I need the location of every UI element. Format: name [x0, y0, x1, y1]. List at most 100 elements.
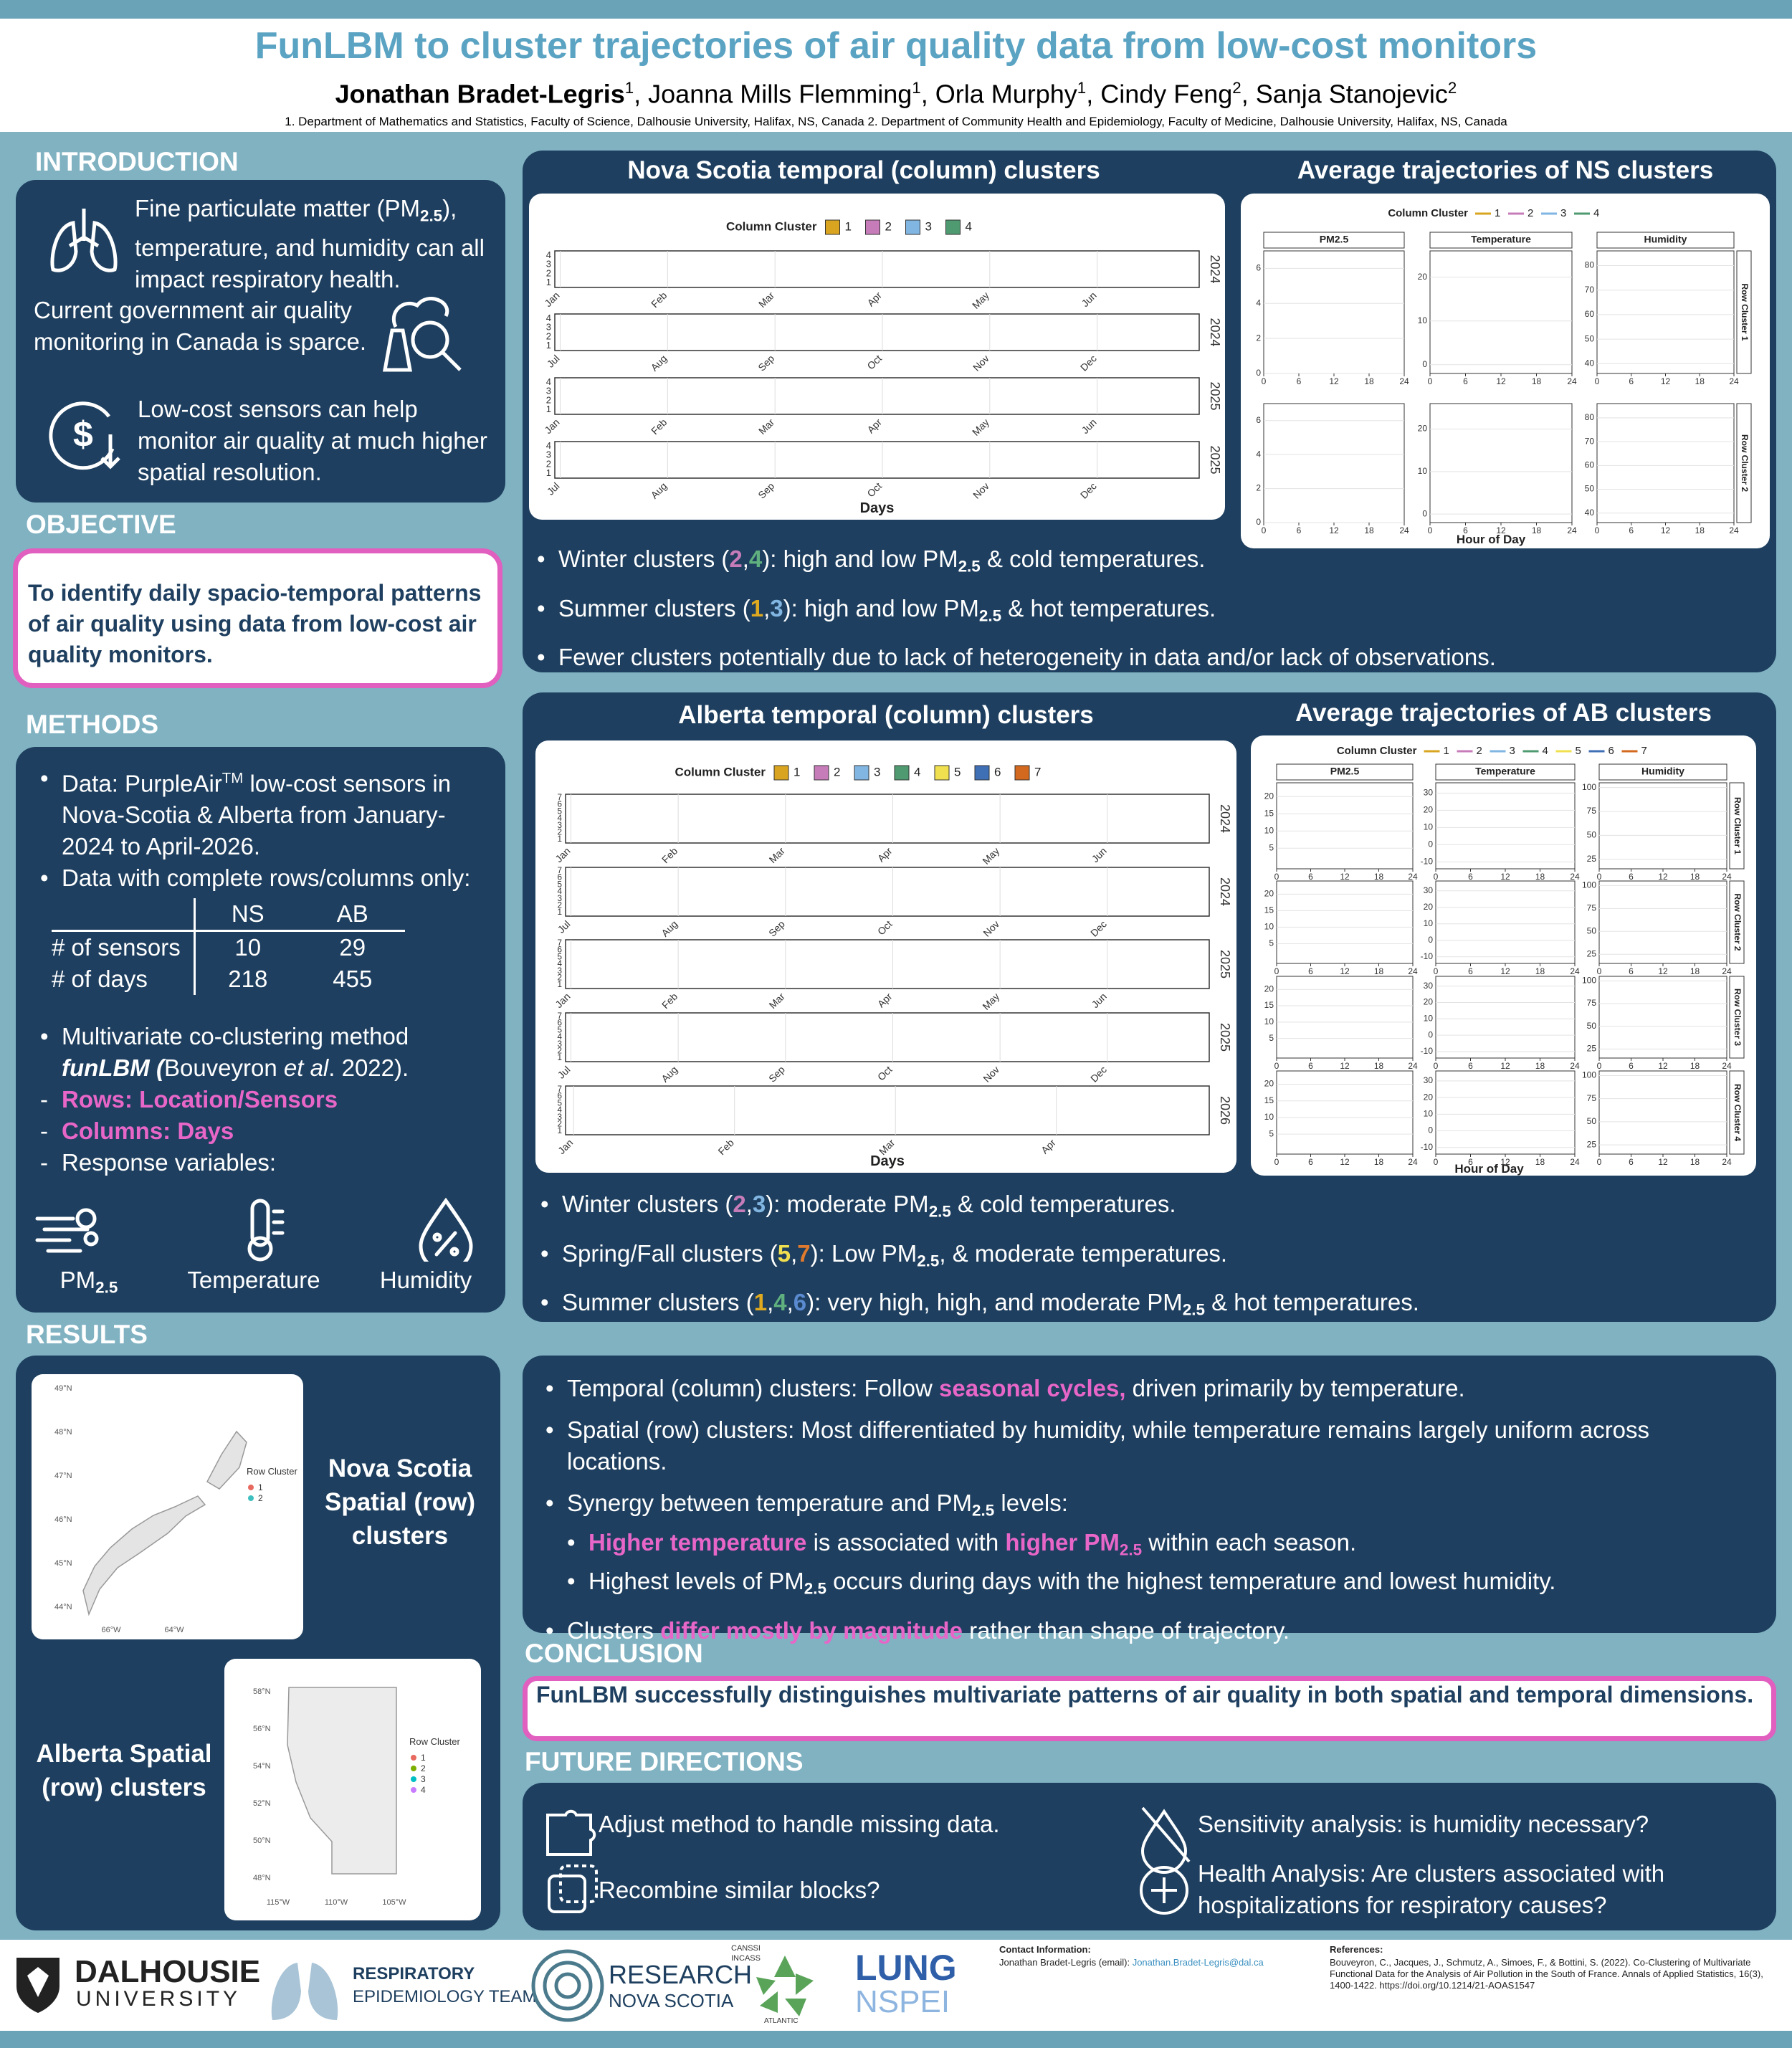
- y-tick-label: 0: [1428, 1125, 1433, 1135]
- panel-frame: [1276, 782, 1414, 870]
- x-tick-label: 24: [1408, 966, 1418, 976]
- x-tick-label: 18: [1374, 872, 1384, 882]
- lon-label: 115°W: [267, 1898, 290, 1907]
- legend-swatch: [894, 765, 910, 781]
- y-tick-label: 10: [1264, 1016, 1274, 1027]
- cell: 10: [234, 934, 262, 961]
- contact-heading: Contact Information:: [999, 1944, 1091, 1955]
- x-tick-label: 18: [1690, 1157, 1700, 1167]
- year-label: 2024: [1208, 254, 1222, 283]
- level-label: 4: [557, 814, 562, 823]
- legend-label: 6: [1608, 745, 1614, 757]
- x-tick-label: 24: [1408, 872, 1418, 882]
- text-run: 2: [1447, 79, 1457, 97]
- contact-text: Jonathan Bradet-Legris (email):: [999, 1957, 1133, 1968]
- x-tick-label: 0: [1274, 966, 1279, 976]
- intro-item: Low-cost sensors can help monitor air qu…: [138, 394, 496, 488]
- row-strip: [1736, 250, 1752, 374]
- legend-dot: [411, 1787, 416, 1793]
- y-tick-label: 0: [1422, 359, 1427, 369]
- text-run: Synergy between temperature and PM: [567, 1490, 972, 1516]
- x-tick-label: 0: [1597, 966, 1602, 976]
- level-label: 5: [557, 806, 562, 816]
- text-run: driven primarily by temperature.: [1125, 1375, 1465, 1401]
- text-run: Summer clusters (: [562, 1289, 754, 1316]
- x-tick-label: 0: [1595, 376, 1600, 386]
- legend-label: 1: [421, 1753, 426, 1763]
- text-run: Winter clusters (: [558, 546, 730, 572]
- legend-title: Column Cluster: [675, 765, 766, 778]
- text-run: Data with complete rows/columns only:: [62, 865, 471, 892]
- strip-frame: [554, 313, 1200, 351]
- finding: Spatial (row) clusters: Most differentia…: [543, 1414, 1754, 1477]
- sub-bullet: Rows: Location/Sensors: [37, 1084, 489, 1115]
- level-label: 5: [557, 1098, 562, 1108]
- x-tick-label: 0: [1595, 525, 1600, 535]
- contact-email[interactable]: Jonathan.Bradet-Legris@dal.ca: [1132, 1957, 1264, 1968]
- y-tick-label: 20: [1264, 1079, 1274, 1089]
- y-tick-label: 20: [1264, 889, 1274, 899]
- legend-swatch: [1014, 765, 1030, 781]
- panel-frame: [1596, 250, 1735, 374]
- panel-frame: [1429, 250, 1573, 374]
- y-tick-label: 25: [1587, 948, 1597, 958]
- text-run: Higher temperature: [588, 1528, 807, 1556]
- y-tick-label: -10: [1421, 951, 1434, 961]
- x-tick-label: 24: [1399, 376, 1409, 386]
- level-label: 4: [557, 959, 562, 968]
- text-run: TM: [221, 770, 244, 786]
- y-tick-label: 25: [1587, 1044, 1597, 1054]
- x-tick-label: 6: [1629, 872, 1634, 882]
- x-tick-label: 12: [1658, 966, 1668, 976]
- x-tick-label: 18: [1690, 872, 1700, 882]
- legend-label: 4: [914, 765, 920, 778]
- x-tick-label: 6: [1629, 376, 1634, 386]
- level-label: 7: [557, 1011, 562, 1021]
- panel-frame: [1598, 880, 1727, 964]
- row-label: Row Cluster 4: [1733, 1084, 1743, 1141]
- text-run: 2.5: [971, 1501, 995, 1520]
- x-tick-label: 0: [1274, 872, 1279, 882]
- text-run: Low-cost sensors can help monitor air qu…: [138, 396, 487, 485]
- logo-text: ATLANTIC: [764, 2017, 799, 2025]
- level-label: 3: [557, 1113, 562, 1122]
- panel-frame: [1276, 976, 1414, 1059]
- level-label: 2: [557, 973, 562, 983]
- text-run: higher PM: [1005, 1528, 1120, 1556]
- x-tick-label: 0: [1434, 872, 1439, 882]
- text-run: ,: [745, 1191, 753, 1217]
- ab-bullets: Winter clusters (2,3): moderate PM2.5 & …: [538, 1189, 1756, 1336]
- y-tick-label: 15: [1264, 1095, 1274, 1105]
- text-run: occurs during days with the highest temp…: [826, 1568, 1556, 1595]
- x-tick-label: 6: [1468, 1061, 1473, 1071]
- level-label: 7: [557, 866, 562, 875]
- rns-logo: [531, 1949, 604, 2022]
- x-tick-label: 0: [1597, 1157, 1602, 1167]
- text-run: , Joanna Mills Flemming: [634, 79, 912, 109]
- x-tick-label: 18: [1532, 376, 1542, 386]
- shield-logo: [16, 1958, 59, 2013]
- x-tick-label: 12: [1661, 376, 1671, 386]
- section-heading: INTRODUCTION: [35, 147, 239, 176]
- legend-swatch: [854, 765, 869, 781]
- panel-title: Alberta temporal (column) clusters: [678, 701, 1094, 729]
- text-run: & hot temperatures.: [1001, 594, 1216, 621]
- province-outline: [82, 1430, 247, 1616]
- y-tick-label: 20: [1424, 997, 1434, 1007]
- text-run: 1: [753, 1289, 768, 1316]
- references: Bouveyron, C., Jacques, J., Schmutz, A.,…: [1330, 1957, 1763, 1991]
- x-tick-label: 12: [1496, 525, 1506, 535]
- y-tick-label: 10: [1424, 1013, 1434, 1023]
- text-run: PM: [59, 1267, 96, 1293]
- lat-label: 46°N: [54, 1515, 72, 1524]
- text-run: , Sanja Stanojevic: [1241, 79, 1448, 109]
- y-tick-label: 15: [1264, 905, 1274, 915]
- facet-header: [1276, 763, 1414, 781]
- y-tick-label: 0: [1256, 517, 1261, 527]
- legend-label: 2: [834, 765, 840, 778]
- row-strip: [1729, 976, 1745, 1059]
- x-tick-label: 24: [1408, 1157, 1418, 1167]
- lat-label: 48°N: [54, 1428, 72, 1437]
